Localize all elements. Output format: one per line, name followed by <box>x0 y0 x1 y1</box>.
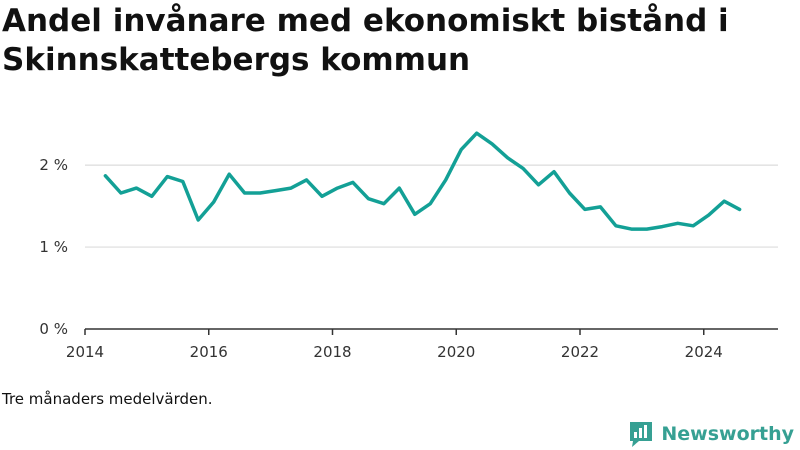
y-tick-label: 0 % <box>39 320 68 338</box>
y-axis-labels: 0 % 1 % 2 % <box>39 156 68 338</box>
brand-name: Newsworthy <box>661 423 794 445</box>
x-axis <box>84 328 778 335</box>
x-tick-label: 2020 <box>437 343 475 361</box>
x-axis-labels: 2014 2016 2018 2020 2022 2024 <box>66 343 723 361</box>
x-tick-label: 2014 <box>66 343 104 361</box>
gridlines <box>85 164 778 248</box>
y-tick-label: 1 % <box>39 238 68 256</box>
newsworthy-bar-chart-icon <box>630 422 653 447</box>
x-tick-label: 2024 <box>685 343 723 361</box>
x-tick-label: 2022 <box>561 343 599 361</box>
x-tick-label: 2018 <box>313 343 351 361</box>
y-tick-label: 2 % <box>39 156 68 174</box>
chart-title: Andel invånare med ekonomiskt bistånd i … <box>2 3 729 78</box>
brand-logo: Newsworthy <box>628 420 794 448</box>
x-tick-label: 2016 <box>190 343 228 361</box>
chart-caption: Tre månaders medelvärden. <box>2 390 213 408</box>
series-line <box>103 131 742 231</box>
series-layer <box>103 131 742 231</box>
